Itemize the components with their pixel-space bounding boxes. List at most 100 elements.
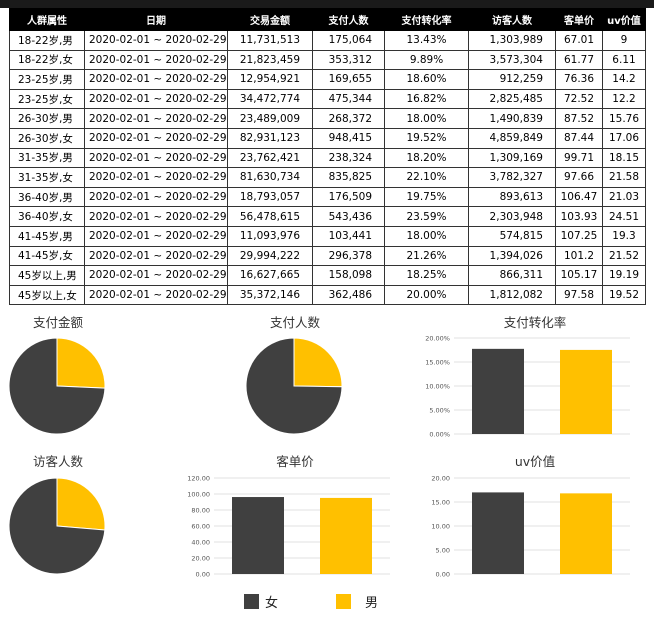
column-header: 支付转化率 xyxy=(384,8,469,31)
table-cell: 2020-02-01 ~ 2020-02-29 xyxy=(84,265,228,286)
table-cell: 106.47 xyxy=(555,186,603,208)
table-cell: 20.00% xyxy=(384,284,469,306)
table-cell: 76.36 xyxy=(555,69,603,90)
table-cell: 23-25岁,女 xyxy=(9,88,85,110)
table-cell: 97.66 xyxy=(555,167,603,188)
table-cell: 574,815 xyxy=(468,225,556,247)
table-row: 41-45岁,男 2020-02-01 ~ 2020-02-29 11,093,97… xyxy=(9,225,646,247)
table-cell: 2020-02-01 ~ 2020-02-29 xyxy=(84,30,228,51)
table-cell: 2020-02-01 ~ 2020-02-29 xyxy=(84,206,228,227)
table-cell: 1,303,989 xyxy=(468,30,556,51)
legend-label-female: 女 xyxy=(265,596,279,611)
table-cell: 26-30岁,男 xyxy=(9,108,85,129)
table-cell: 26-30岁,女 xyxy=(9,127,85,149)
table-cell: 2020-02-01 ~ 2020-02-29 xyxy=(84,127,228,149)
table-cell: 23.59% xyxy=(384,206,469,227)
pie-chart-pay-users xyxy=(245,337,343,435)
table-cell: 67.01 xyxy=(555,30,603,51)
table-cell: 81,630,734 xyxy=(227,167,313,188)
chart-title-uv-value: uv价值 xyxy=(514,454,556,469)
table-cell: 3,782,327 xyxy=(468,167,556,188)
table-row: 26-30岁,女 2020-02-01 ~ 2020-02-29 82,931,12… xyxy=(9,127,646,149)
bar-male xyxy=(560,493,612,574)
table-cell: 2020-02-01 ~ 2020-02-29 xyxy=(84,147,228,169)
table-row: 45岁以上,女 2020-02-01 ~ 2020-02-29 35,372,146… xyxy=(9,284,646,306)
table-cell: 23-25岁,男 xyxy=(9,69,85,90)
table-cell: 16,627,665 xyxy=(227,265,313,286)
table-cell: 11,093,976 xyxy=(227,225,313,247)
table-cell: 99.71 xyxy=(555,147,603,169)
y-tick-label: 40.00 xyxy=(191,538,210,546)
bar-female xyxy=(232,497,284,574)
table-cell: 41-45岁,男 xyxy=(9,225,85,247)
table-cell: 103.93 xyxy=(555,206,603,227)
table-cell: 107.25 xyxy=(555,225,603,247)
table-cell: 101.2 xyxy=(555,245,603,267)
column-header: 交易金额 xyxy=(227,8,313,31)
legend-female: 女 xyxy=(244,592,278,611)
table-row: 23-25岁,男 2020-02-01 ~ 2020-02-29 12,954,92… xyxy=(9,69,646,90)
column-header: 人群属性 xyxy=(9,8,85,31)
y-tick-label: 80.00 xyxy=(191,506,210,514)
table-cell: 2020-02-01 ~ 2020-02-29 xyxy=(84,49,228,71)
bar-female xyxy=(472,492,524,574)
table-cell: 18-22岁,女 xyxy=(9,49,85,71)
y-tick-label: 20.00% xyxy=(425,334,450,342)
table-cell: 19.19 xyxy=(602,265,646,286)
table-cell: 35,372,146 xyxy=(227,284,313,306)
table-cell: 87.52 xyxy=(555,108,603,129)
bar-female xyxy=(472,348,524,434)
table-cell: 18.20% xyxy=(384,147,469,169)
bar-chart-uv-value: 0.00 5.00 10.00 15.00 20.00 xyxy=(431,474,630,578)
table-cell: 18.00% xyxy=(384,108,469,129)
table-cell: 17.06 xyxy=(602,127,646,149)
table-cell: 21.26% xyxy=(384,245,469,267)
table-cell: 4,859,849 xyxy=(468,127,556,149)
table-cell: 1,309,169 xyxy=(468,147,556,169)
table-cell: 87.44 xyxy=(555,127,603,149)
table-row: 31-35岁,男 2020-02-01 ~ 2020-02-29 23,762,42… xyxy=(9,147,646,169)
table-cell: 2020-02-01 ~ 2020-02-29 xyxy=(84,108,228,129)
y-tick-label: 10.00% xyxy=(425,382,450,390)
column-header: 支付人数 xyxy=(312,8,385,31)
table-cell: 19.52 xyxy=(602,284,646,306)
data-table: 人群属性 日期 交易金额 支付人数 支付转化率 访客人数 客单价 uv价值 18-22岁,男 2… xyxy=(9,8,646,306)
y-tick-label: 60.00 xyxy=(191,522,210,530)
chart-title-pay-users: 支付人数 xyxy=(269,315,320,330)
table-cell: 175,064 xyxy=(312,30,385,51)
y-tick-label: 20.00 xyxy=(431,474,450,482)
table-cell: 11,731,513 xyxy=(227,30,313,51)
chart-title-avg-order: 客单价 xyxy=(276,454,314,469)
table-cell: 2020-02-01 ~ 2020-02-29 xyxy=(84,69,228,90)
column-header: 日期 xyxy=(84,8,228,31)
table-cell: 169,655 xyxy=(312,69,385,90)
table-cell: 912,259 xyxy=(468,69,556,90)
table-cell: 19.52% xyxy=(384,127,469,149)
table-cell: 14.2 xyxy=(602,69,646,90)
table-cell: 866,311 xyxy=(468,265,556,286)
table-cell: 18,793,057 xyxy=(227,186,313,208)
bar-chart-avg-order: 0.00 20.00 40.00 60.00 80.00 100.00 120.00 xyxy=(187,474,390,578)
table-cell: 835,825 xyxy=(312,167,385,188)
table-row: 36-40岁,女 2020-02-01 ~ 2020-02-29 56,478,61… xyxy=(9,206,646,227)
table-cell: 9 xyxy=(602,30,646,51)
table-cell: 15.76 xyxy=(602,108,646,129)
legend-label-male: 男 xyxy=(365,596,379,611)
y-tick-label: 0.00 xyxy=(436,570,450,578)
table-cell: 2020-02-01 ~ 2020-02-29 xyxy=(84,88,228,110)
legend-male: 男 xyxy=(336,592,378,611)
table-cell: 18.60% xyxy=(384,69,469,90)
table-cell: 2020-02-01 ~ 2020-02-29 xyxy=(84,284,228,306)
table-cell: 296,378 xyxy=(312,245,385,267)
table-cell: 21,823,459 xyxy=(227,49,313,71)
table-cell: 56,478,615 xyxy=(227,206,313,227)
table-cell: 18.15 xyxy=(602,147,646,169)
table-cell: 21.03 xyxy=(602,186,646,208)
pie-chart-visitors xyxy=(8,477,106,575)
table-cell: 61.77 xyxy=(555,49,603,71)
table-cell: 475,344 xyxy=(312,88,385,110)
table-row: 26-30岁,男 2020-02-01 ~ 2020-02-29 23,489,00… xyxy=(9,108,646,129)
table-cell: 12.2 xyxy=(602,88,646,110)
pie-chart-pay-amount xyxy=(8,337,106,435)
table-cell: 19.3 xyxy=(602,225,646,247)
